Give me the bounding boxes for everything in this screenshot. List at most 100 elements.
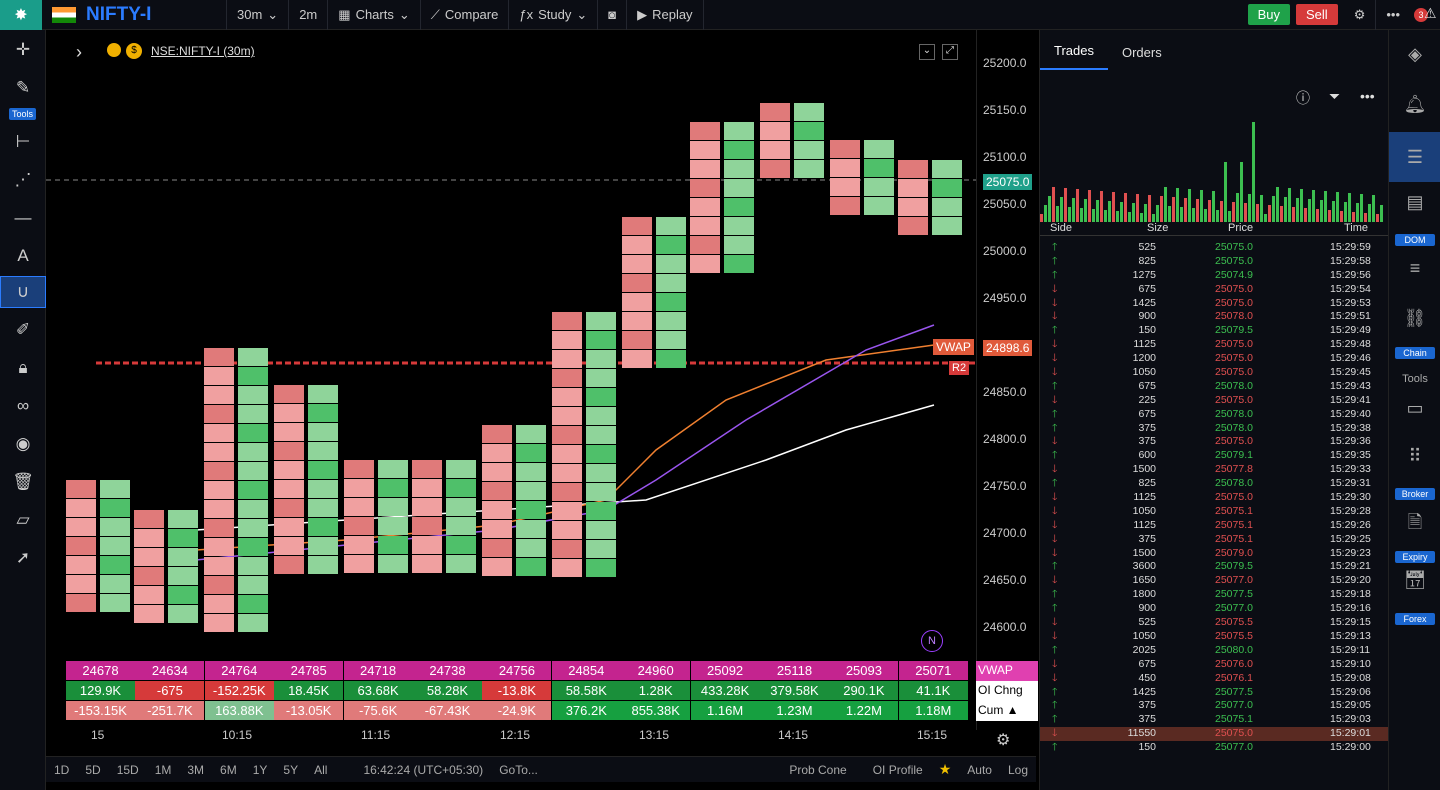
trade-row[interactable]: 🡓 675 25076.0 15:29:10	[1040, 658, 1389, 672]
tab-orders[interactable]: Orders	[1121, 45, 1162, 60]
buy-button[interactable]: Buy	[1247, 4, 1290, 25]
trade-row[interactable]: 🡑 375 25075.1 15:29:03	[1040, 713, 1389, 727]
range-1y[interactable]: 1Y	[252, 762, 268, 777]
oi-profile-button[interactable]: OI Profile	[872, 762, 923, 777]
trade-row[interactable]: 🡑 150 25079.5 15:29:49	[1040, 324, 1389, 338]
trade-row[interactable]: 🡑 2025 25080.0 15:29:11	[1040, 644, 1389, 658]
range-3m[interactable]: 3M	[187, 762, 205, 777]
price-axis[interactable]: 25200.0 25150.0 25100.0 25050.0 25000.0 24950…	[976, 30, 1038, 730]
symbol-title[interactable]: NIFTY-I	[86, 3, 152, 25]
trade-row[interactable]: 🡓 1500 25079.0 15:29:23	[1040, 547, 1389, 561]
trade-row[interactable]: 🡓 375 25075.0 15:29:36	[1040, 435, 1389, 449]
star-icon[interactable]: ★	[938, 761, 952, 777]
trade-row[interactable]: 🡑 375 25078.0 15:29:38	[1040, 422, 1389, 436]
help-icon[interactable]: ⓘ	[1296, 90, 1310, 106]
trade-row[interactable]: 🡓 1050 25075.0 15:29:45	[1040, 366, 1389, 380]
trade-row[interactable]: 🡓 525 25075.5 15:29:15	[1040, 616, 1389, 630]
pencil-icon[interactable]: ✎	[15, 78, 31, 97]
crosshair-icon[interactable]: ✛	[15, 40, 31, 59]
ruler-icon[interactable]: ▱	[16, 510, 30, 529]
collapse-icon[interactable]: ⌄	[919, 44, 935, 60]
filter-icon[interactable]: ⏷	[1329, 88, 1341, 104]
settings-button[interactable]: ⚙	[1344, 0, 1377, 30]
interval2-button[interactable]: 2m	[289, 0, 329, 30]
compare-button[interactable]: ⟋ Compare	[421, 0, 510, 30]
expand-icon[interactable]: ›	[76, 42, 82, 62]
range-1d[interactable]: 1D	[54, 762, 70, 777]
col-size[interactable]: Size	[1147, 222, 1169, 234]
trade-row[interactable]: 🡓 900 25078.0 15:29:51	[1040, 310, 1389, 324]
trade-row[interactable]: 🡑 825 25075.0 15:29:58	[1040, 255, 1389, 269]
trade-row[interactable]: 🡑 675 25078.0 15:29:40	[1040, 408, 1389, 422]
log-button[interactable]: Log	[1007, 762, 1028, 777]
trade-row[interactable]: 🡑 3600 25079.5 15:29:21	[1040, 560, 1389, 574]
chart-symbol-label[interactable]: NSE:NIFTY-I (30m)	[151, 44, 255, 58]
chain-icon[interactable]: ⛓	[1403, 308, 1427, 328]
line-icon[interactable]: —	[14, 208, 32, 227]
trade-row[interactable]: 🡓 450 25076.1 15:29:08	[1040, 672, 1389, 686]
trade-row[interactable]: 🡓 225 25075.0 15:29:41	[1040, 394, 1389, 408]
trash-icon[interactable]: 🗑︎	[12, 472, 34, 491]
orderflow-chart[interactable]: › $ NSE:NIFTY-I (30m) ⌄ ⤢ N	[46, 30, 976, 660]
trade-row[interactable]: 🡓 1125 25075.0 15:29:48	[1040, 338, 1389, 352]
trade-row[interactable]: 🡑 1800 25077.5 15:29:18	[1040, 588, 1389, 602]
charts-menu[interactable]: ▦ Charts ⌄	[328, 0, 421, 30]
trade-row[interactable]: 🡓 375 25075.1 15:29:25	[1040, 533, 1389, 547]
range-6m[interactable]: 6M	[220, 762, 237, 777]
order-book-icon[interactable]: ☰	[1389, 132, 1440, 182]
eye-icon[interactable]: ◉	[15, 434, 31, 453]
trade-row[interactable]: 🡓 1050 25075.5 15:29:13	[1040, 630, 1389, 644]
text-icon[interactable]: A	[17, 246, 29, 265]
prob-cone-button[interactable]: Prob Cone	[789, 762, 847, 777]
cursor-icon[interactable]: ➚	[15, 548, 31, 567]
col-price[interactable]: Price	[1228, 222, 1254, 234]
range-1m[interactable]: 1M	[154, 762, 172, 777]
trade-row[interactable]: 🡓 1200 25075.0 15:29:46	[1040, 352, 1389, 366]
trade-row[interactable]: 🡑 1425 25077.5 15:29:06	[1040, 686, 1389, 700]
interval-selector[interactable]: 30m ⌄	[226, 0, 290, 30]
news-icon[interactable]: N	[921, 630, 943, 652]
trade-row[interactable]: 🡓 11550 25075.0 15:29:01	[1040, 727, 1389, 742]
col-time[interactable]: Time	[1344, 222, 1369, 234]
trade-row[interactable]: 🡑 150 25077.0 15:29:00	[1040, 741, 1389, 755]
trade-row[interactable]: 🡑 1275 25074.9 15:29:56	[1040, 269, 1389, 283]
trade-row[interactable]: 🡑 375 25077.0 15:29:05	[1040, 699, 1389, 713]
trade-row[interactable]: 🡑 900 25077.0 15:29:16	[1040, 602, 1389, 616]
range-5y[interactable]: 5Y	[283, 762, 299, 777]
trade-row[interactable]: 🡓 1125 25075.1 15:29:26	[1040, 519, 1389, 533]
trade-row[interactable]: 🡑 675 25078.0 15:29:43	[1040, 380, 1389, 394]
trade-row[interactable]: 🡓 1425 25075.0 15:29:53	[1040, 297, 1389, 311]
row-label-vwap[interactable]: VWAP	[976, 661, 1038, 681]
range-15d[interactable]: 15D	[116, 762, 139, 777]
trade-row[interactable]: 🡓 1050 25075.1 15:29:28	[1040, 505, 1389, 519]
range-5d[interactable]: 5D	[85, 762, 101, 777]
bell-icon[interactable]: 🔔︎	[1403, 94, 1427, 114]
col-side[interactable]: Side	[1050, 222, 1073, 234]
brush-icon[interactable]: ✐	[15, 320, 31, 339]
time-axis[interactable]: 15 10:15 11:15 12:15 13:15 14:15 15:15	[46, 725, 1036, 749]
lock-icon[interactable]: 🔒︎	[18, 358, 28, 377]
trade-row[interactable]: 🡓 1125 25075.0 15:29:30	[1040, 491, 1389, 505]
link-icon[interactable]: ∞	[16, 396, 30, 415]
pattern-icon[interactable]: ⋰	[14, 170, 32, 189]
app-logo-icon[interactable]: ✸	[0, 0, 42, 30]
row-label-oi-chng[interactable]: OI Chng	[976, 681, 1038, 701]
trade-row[interactable]: 🡓 1500 25077.8 15:29:33	[1040, 463, 1389, 477]
list-icon[interactable]: ≡	[1409, 258, 1421, 278]
trade-row[interactable]: 🡑 525 25075.0 15:29:59	[1040, 241, 1389, 255]
trade-row[interactable]: 🡑 825 25078.0 15:29:31	[1040, 477, 1389, 491]
measure-icon[interactable]: ⊢	[15, 132, 31, 151]
trade-row[interactable]: 🡑 600 25079.1 15:29:35	[1040, 449, 1389, 463]
magnet-icon[interactable]: ∪	[0, 276, 46, 308]
study-menu[interactable]: ƒx Study ⌄	[509, 0, 599, 30]
replay-button[interactable]: ▶ Replay	[627, 0, 704, 30]
more-button[interactable]: •••	[1376, 0, 1410, 30]
tab-trades[interactable]: Trades	[1040, 43, 1108, 70]
camera-button[interactable]: ◙	[598, 0, 628, 30]
layers-icon[interactable]: ◈	[1408, 44, 1422, 64]
dom-icon[interactable]: ▤	[1406, 192, 1424, 212]
calendar-icon[interactable]: 📅︎	[1403, 570, 1427, 590]
alert-button[interactable]: 3 ⚠	[1410, 0, 1440, 30]
goto-button[interactable]: GoTo...	[499, 762, 538, 777]
chart-settings-icon[interactable]: ⚙	[996, 732, 1011, 749]
